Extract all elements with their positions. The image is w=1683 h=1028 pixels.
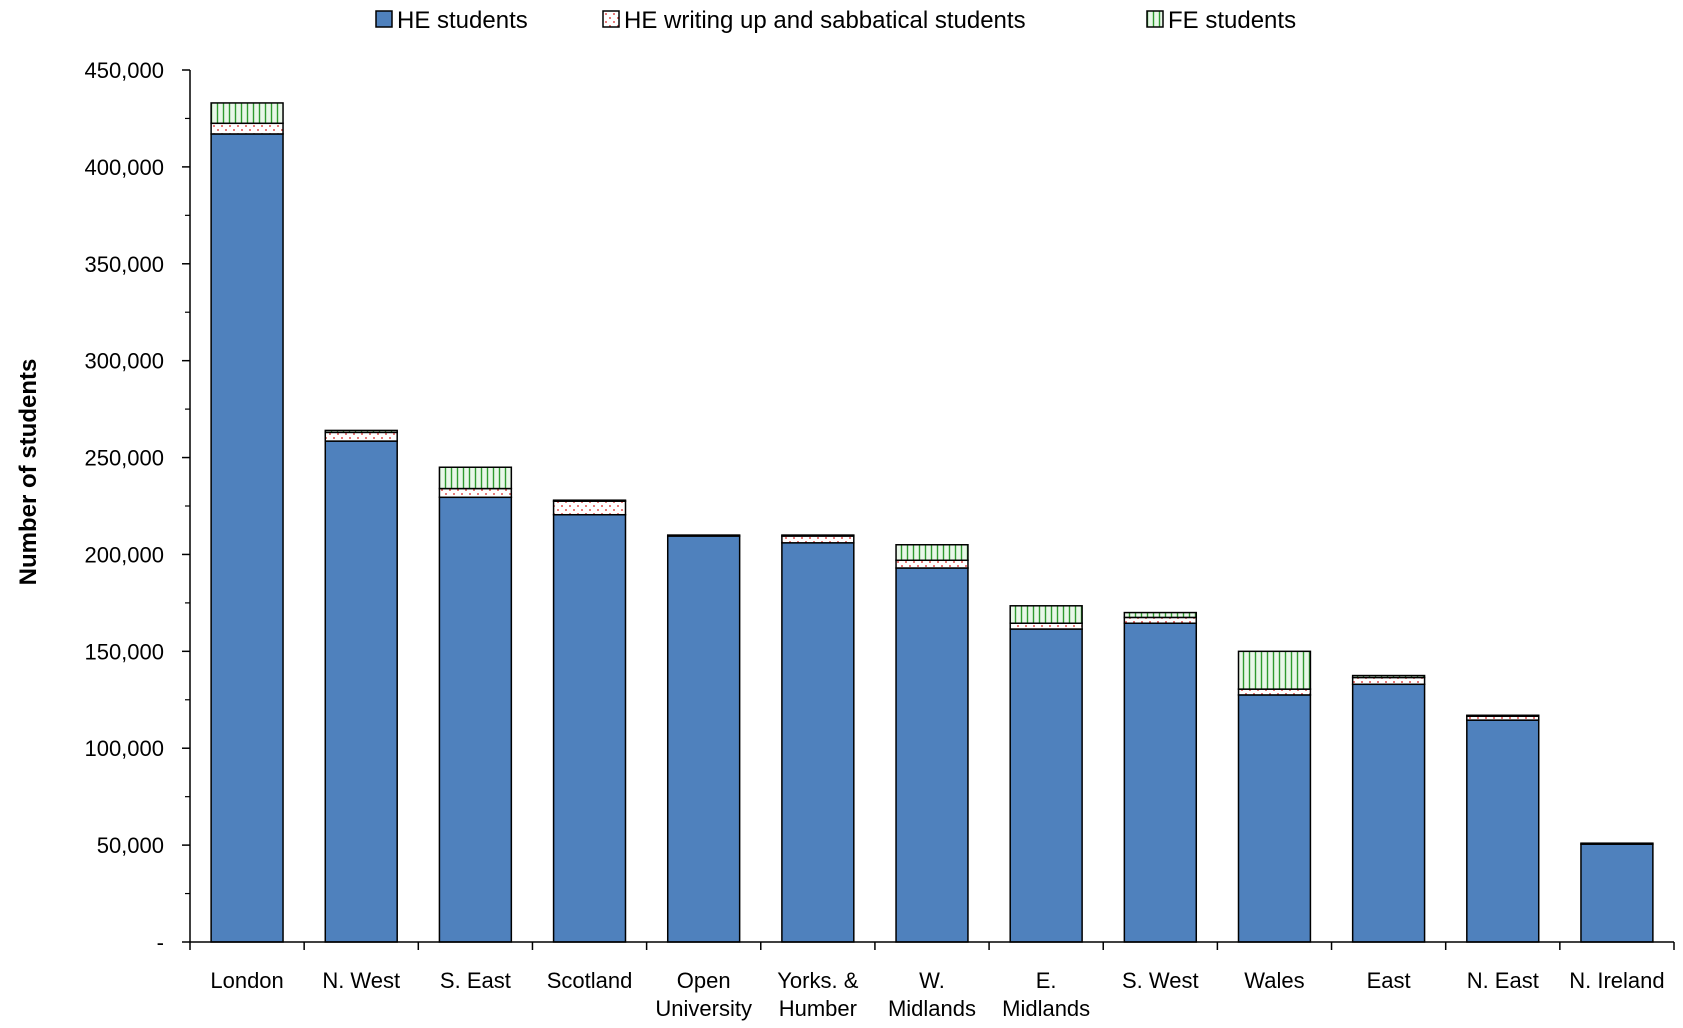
legend-swatch <box>1146 10 1164 28</box>
bar-segment-series-1 <box>324 440 398 943</box>
bar-segment-series-2 <box>1123 616 1198 624</box>
bar-segment-series-1 <box>1123 622 1198 943</box>
bar-segment-series-2 <box>1580 842 1654 845</box>
bar-segment-series-1 <box>552 513 627 943</box>
bar-segment-series-1 <box>210 133 284 943</box>
bar-segment-series-1 <box>1237 694 1312 943</box>
x-category-label: Wales <box>1244 968 1304 993</box>
bar-segment-series-2 <box>1009 622 1083 630</box>
bar-segment-series-3 <box>1123 611 1198 619</box>
x-category-label: London <box>210 968 283 993</box>
x-category-label: E. Midlands <box>1002 968 1090 1021</box>
bar-segment-series-1 <box>1466 719 1540 943</box>
bar-segment-series-1 <box>1580 843 1654 943</box>
y-tick-label: 350,000 <box>84 252 164 277</box>
y-tick-label: 100,000 <box>84 736 164 761</box>
bar-segment-series-2 <box>781 535 855 544</box>
y-tick-label: 400,000 <box>84 155 164 180</box>
legend-swatch <box>375 10 393 28</box>
bar-segment-series-1 <box>1009 628 1083 943</box>
bar-segment-series-2 <box>438 487 513 499</box>
x-category-label: S. West <box>1122 968 1199 993</box>
bar-segment-series-3 <box>1009 605 1083 624</box>
bar-segment-series-2 <box>1351 676 1426 686</box>
y-axis: - 50,000 100,000 150,000 200,000 250,000 300,0… <box>84 58 191 955</box>
x-category-label: N. East <box>1467 968 1539 993</box>
y-tick-label: 250,000 <box>84 446 164 471</box>
bar-segment-series-3 <box>781 534 855 537</box>
bar-segment-series-1 <box>781 542 855 943</box>
bar-segment-series-2 <box>895 559 969 569</box>
x-category-label: W. Midlands <box>888 968 976 1021</box>
y-tick-label: 50,000 <box>97 833 164 858</box>
legend: HE students HE writing up and sabbatical … <box>375 7 1296 34</box>
bar-segment-series-3 <box>324 429 398 434</box>
bar-segment-series-2 <box>666 534 741 537</box>
bars <box>210 102 1654 943</box>
x-category-label: Open University <box>655 968 752 1021</box>
bar-segment-series-2 <box>210 122 284 135</box>
legend-label: HE students <box>397 7 528 34</box>
bar-segment-series-3 <box>1237 650 1312 690</box>
x-category-label: N. West <box>322 968 400 993</box>
legend-label: FE students <box>1168 7 1296 34</box>
bar-segment-series-2 <box>324 431 398 442</box>
bar-segment-series-3 <box>1351 674 1426 679</box>
y-tick-label: 150,000 <box>84 639 164 664</box>
bar-segment-series-1 <box>895 567 969 943</box>
bar-segment-series-3 <box>552 499 627 502</box>
bar-segment-series-1 <box>666 535 741 943</box>
bar-segment-series-3 <box>895 544 969 562</box>
bar-segment-series-1 <box>438 496 513 943</box>
y-tick-label: 450,000 <box>84 58 164 83</box>
x-category-label: N. Ireland <box>1569 968 1664 993</box>
y-axis-title: Number of students <box>15 359 42 586</box>
bar-segment-series-3 <box>438 466 513 490</box>
x-category-label: East <box>1367 968 1411 993</box>
legend-label: HE writing up and sabbatical students <box>624 7 1026 34</box>
legend-swatch <box>602 10 620 28</box>
x-category-label: S. East <box>440 968 511 993</box>
bar-segment-series-1 <box>1351 683 1426 943</box>
y-tick-label: 200,000 <box>84 542 164 567</box>
x-category-label: Scotland <box>547 968 633 993</box>
bar-segment-series-2 <box>552 500 627 516</box>
x-axis: London N. West S. East Scotland Open Universi… <box>189 941 1675 1021</box>
bar-segment-series-3 <box>210 102 284 125</box>
bar-segment-series-2 <box>1237 688 1312 696</box>
bar-segment-series-3 <box>1466 714 1540 717</box>
y-tick-label: - <box>157 930 164 955</box>
y-tick-label: 300,000 <box>84 349 164 374</box>
x-category-label: Yorks. & Humber <box>777 968 858 1021</box>
